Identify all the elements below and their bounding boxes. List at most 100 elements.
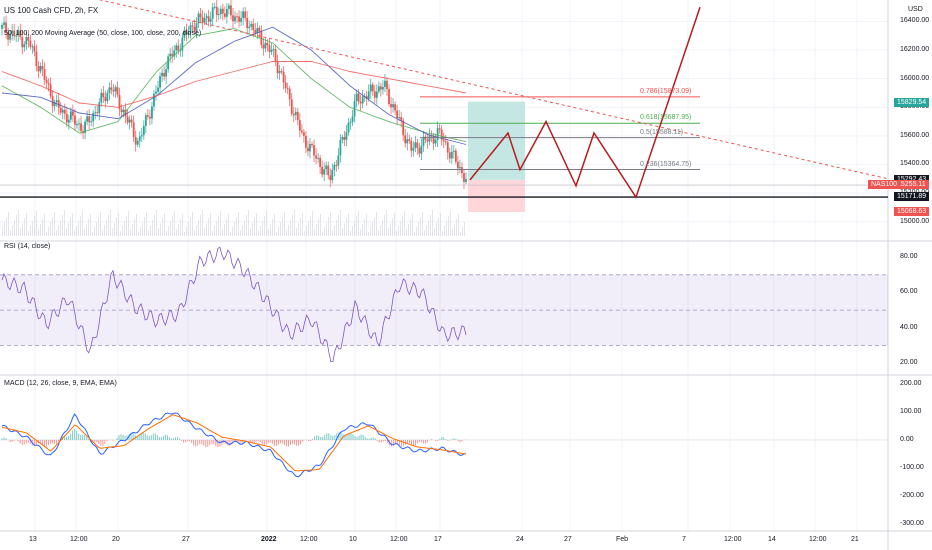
candle-body bbox=[230, 5, 232, 16]
volume-bar bbox=[28, 231, 29, 236]
candle-body bbox=[173, 50, 176, 57]
candle-body bbox=[309, 144, 311, 152]
volume-bar bbox=[84, 229, 85, 236]
macd-histogram-bar bbox=[3, 437, 5, 440]
macd-histogram-bar bbox=[358, 435, 360, 440]
macd-histogram-bar bbox=[213, 439, 215, 445]
candle-body bbox=[303, 132, 305, 136]
volume-bar bbox=[426, 225, 427, 236]
symbol-title[interactable]: US 100 Cash CFD, 2h, FX bbox=[4, 6, 99, 15]
macd-histogram-bar bbox=[261, 439, 263, 445]
macd-histogram-bar bbox=[45, 439, 47, 447]
macd-histogram-bar bbox=[13, 439, 15, 441]
macd-histogram-bar bbox=[273, 439, 275, 446]
macd-histogram-bar bbox=[330, 434, 332, 440]
volume-bar bbox=[136, 214, 137, 236]
volume-bar bbox=[450, 211, 451, 236]
candle-body bbox=[284, 82, 287, 89]
candle-body bbox=[373, 91, 376, 98]
volume-bar bbox=[298, 223, 299, 236]
macd-histogram-bar bbox=[27, 439, 29, 443]
macd-histogram-bar bbox=[209, 439, 211, 446]
macd-pane bbox=[0, 412, 888, 478]
candle-body bbox=[80, 123, 82, 132]
volume-bar bbox=[264, 216, 265, 236]
volume-bar bbox=[156, 210, 157, 236]
candle-body bbox=[138, 136, 141, 141]
macd-histogram-bar bbox=[211, 439, 213, 444]
volume-bar bbox=[210, 213, 211, 236]
volume-bar bbox=[442, 231, 443, 236]
candle-body bbox=[461, 167, 463, 174]
candle-body bbox=[219, 8, 222, 15]
macd-histogram-bar bbox=[68, 435, 70, 440]
volume-bar bbox=[420, 217, 421, 236]
volume-bar bbox=[74, 231, 75, 236]
macd-histogram-bar bbox=[289, 439, 291, 445]
volume-bar bbox=[438, 218, 439, 236]
macd-histogram-bar bbox=[104, 439, 106, 444]
volume-bar bbox=[38, 229, 39, 236]
macd-histogram-bar bbox=[179, 438, 181, 440]
volume-bar bbox=[50, 222, 51, 236]
candle-body bbox=[388, 89, 390, 105]
macd-histogram-bar bbox=[394, 439, 396, 445]
volume-bar bbox=[368, 232, 369, 236]
macd-histogram-bar bbox=[453, 438, 455, 440]
volume-bar bbox=[32, 221, 33, 236]
volume-bar bbox=[42, 219, 43, 236]
macd-histogram-bar bbox=[400, 439, 402, 447]
macd-histogram-bar bbox=[398, 439, 400, 446]
volume-bar bbox=[104, 225, 105, 236]
volume-bar bbox=[346, 218, 347, 236]
candle-body bbox=[357, 93, 360, 102]
candle-body bbox=[39, 66, 42, 72]
drawings[interactable] bbox=[0, 0, 889, 199]
candle-body bbox=[47, 83, 50, 85]
candle-body bbox=[270, 49, 273, 52]
macd-histogram-bar bbox=[17, 439, 19, 442]
macd-histogram-bar bbox=[447, 439, 449, 441]
macd-histogram-bar bbox=[461, 439, 463, 442]
time-tick: 12:00 bbox=[724, 536, 742, 543]
volume-bar bbox=[86, 224, 87, 236]
candle-body bbox=[398, 117, 401, 119]
volume-bar bbox=[68, 223, 69, 236]
candle-body bbox=[333, 165, 336, 170]
candle-body bbox=[228, 5, 230, 9]
candle-body bbox=[171, 53, 174, 57]
macd-histogram-bar bbox=[251, 439, 253, 444]
volume-bar bbox=[60, 220, 61, 236]
volume-bar bbox=[284, 212, 285, 236]
volume-bar bbox=[138, 232, 139, 236]
rsi-tick: 20.00 bbox=[900, 359, 918, 367]
ma-legend[interactable]: 50, 100, 200 Moving Average (50, close, … bbox=[4, 30, 202, 37]
macd-histogram-bar bbox=[146, 435, 148, 440]
volume-bar bbox=[178, 224, 179, 236]
candle-body bbox=[187, 32, 190, 35]
macd-histogram-bar bbox=[152, 433, 154, 440]
candle-body bbox=[94, 112, 97, 114]
volume-bar bbox=[150, 225, 151, 236]
macd-histogram-bar bbox=[435, 439, 437, 442]
candle-body bbox=[203, 18, 206, 23]
volume-bar bbox=[180, 219, 181, 236]
volume-bar bbox=[40, 224, 41, 236]
rsi-title[interactable]: RSI (14, close) bbox=[4, 243, 51, 250]
volume-bar bbox=[296, 228, 297, 236]
macd-histogram-bar bbox=[445, 439, 447, 440]
macd-histogram-bar bbox=[413, 439, 415, 447]
macd-title[interactable]: MACD (12, 26, close, 9, EMA, EMA) bbox=[4, 380, 117, 387]
volume-bar bbox=[434, 228, 435, 236]
volume-bar bbox=[460, 232, 461, 236]
time-tick: 27 bbox=[182, 536, 190, 543]
macd-histogram-bar bbox=[382, 439, 384, 442]
macd-histogram-bar bbox=[19, 439, 21, 444]
macd-histogram-bar bbox=[334, 435, 336, 440]
volume-bar bbox=[398, 226, 399, 236]
macd-histogram-bar bbox=[142, 432, 144, 440]
macd-histogram-bar bbox=[457, 439, 459, 442]
macd-histogram-bar bbox=[239, 439, 241, 444]
macd-histogram-bar bbox=[25, 439, 27, 444]
